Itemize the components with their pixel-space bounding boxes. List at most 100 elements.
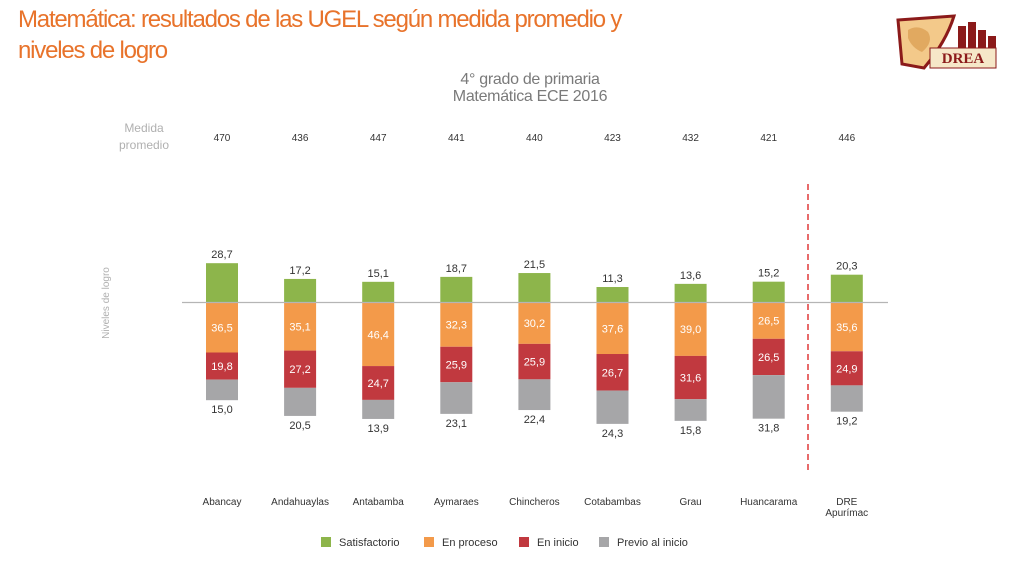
label-en-proceso-cotabambas: 37,6 — [602, 323, 623, 335]
label-en-inicio-chincheros: 25,9 — [524, 357, 545, 369]
category-grau: Grau — [679, 497, 701, 508]
chart-subtitle-exam: Matemática ECE 2016 — [452, 88, 608, 105]
label-satisfactorio-huancarama: 15,2 — [758, 268, 779, 280]
category-aymaraes: Aymaraes — [434, 497, 479, 508]
label-en-inicio-aymaraes: 25,9 — [446, 359, 467, 371]
label-satisfactorio-antabamba: 15,1 — [367, 268, 388, 280]
legend-swatch-en-proceso — [424, 537, 434, 547]
bar-en-inicio-aymaraes — [440, 346, 473, 383]
bar-en-inicio-huancarama — [752, 338, 785, 376]
chart-subtitle-grade: 4° grado de primaria — [460, 71, 600, 88]
bar-en-proceso-antabamba — [362, 302, 395, 367]
category-andahuaylas: Andahuaylas — [271, 497, 329, 508]
bar-satisfactorio-huancarama — [752, 281, 785, 303]
mean-label-line1: Medida — [124, 121, 164, 135]
bar-previo-al-inicio-chincheros — [518, 379, 551, 411]
label-previo-al-inicio-aymaraes: 23,1 — [446, 418, 467, 430]
bar-en-proceso-chincheros — [518, 302, 551, 344]
label-en-inicio-andahuaylas: 27,2 — [289, 364, 310, 376]
bar-previo-al-inicio-antabamba — [362, 399, 395, 419]
category-dre-apurimac: DRE Apurímac — [825, 497, 868, 519]
label-previo-al-inicio-grau: 15,8 — [680, 425, 701, 437]
label-en-inicio-grau: 31,6 — [680, 373, 701, 385]
mean-dre-apurimac: 446 — [838, 133, 855, 144]
bar-satisfactorio-aymaraes — [440, 276, 473, 303]
category-abancay: Abancay — [203, 497, 242, 508]
label-en-inicio-cotabambas: 26,7 — [602, 367, 623, 379]
label-previo-al-inicio-andahuaylas: 20,5 — [289, 420, 310, 432]
legend-label-en-inicio: En inicio — [537, 537, 579, 549]
label-en-proceso-abancay: 36,5 — [211, 323, 232, 335]
bar-satisfactorio-chincheros — [518, 273, 551, 303]
mean-antabamba: 447 — [370, 133, 387, 144]
legend-swatch-satisfactorio — [321, 537, 331, 547]
bar-en-inicio-cotabambas — [596, 354, 629, 391]
bar-en-proceso-aymaraes — [440, 302, 473, 347]
bar-previo-al-inicio-huancarama — [752, 375, 785, 419]
bar-satisfactorio-cotabambas — [596, 287, 629, 303]
bar-en-inicio-abancay — [206, 352, 238, 380]
bar-satisfactorio-grau — [674, 283, 707, 303]
bar-satisfactorio-abancay — [206, 263, 238, 303]
bar-previo-al-inicio-andahuaylas — [284, 387, 317, 416]
label-en-inicio-antabamba: 24,7 — [367, 378, 388, 390]
label-satisfactorio-grau: 13,6 — [680, 270, 701, 282]
label-satisfactorio-chincheros: 21,5 — [524, 259, 545, 271]
label-en-proceso-aymaraes: 32,3 — [446, 320, 467, 332]
bar-satisfactorio-dre-apurimac — [830, 274, 863, 303]
label-en-inicio-dre-apurimac: 24,9 — [836, 363, 857, 375]
bar-en-inicio-grau — [674, 355, 707, 400]
label-en-proceso-dre-apurimac: 35,6 — [836, 322, 857, 334]
mean-abancay: 470 — [214, 133, 231, 144]
mean-aymaraes: 441 — [448, 133, 465, 144]
bar-previo-al-inicio-grau — [674, 399, 707, 421]
label-en-inicio-abancay: 19,8 — [211, 361, 232, 373]
mean-cotabambas: 423 — [604, 133, 621, 144]
bar-en-proceso-grau — [674, 302, 707, 356]
label-en-inicio-huancarama: 26,5 — [758, 352, 779, 364]
label-satisfactorio-dre-apurimac: 20,3 — [836, 261, 857, 273]
label-en-proceso-grau: 39,0 — [680, 324, 701, 336]
drea-logo: DREA — [896, 14, 997, 70]
bar-satisfactorio-antabamba — [362, 281, 395, 303]
bar-en-proceso-huancarama — [752, 302, 785, 339]
label-satisfactorio-cotabambas: 11,3 — [602, 273, 623, 285]
label-en-proceso-antabamba: 46,4 — [367, 329, 388, 341]
bar-en-inicio-andahuaylas — [284, 350, 317, 388]
category-huancarama: Huancarama — [740, 497, 798, 508]
bar-previo-al-inicio-cotabambas — [596, 390, 629, 424]
logo-text: DREA — [942, 51, 985, 67]
legend-swatch-en-inicio — [519, 537, 529, 547]
y-axis-label: Niveles de logro — [101, 267, 112, 339]
bar-en-proceso-dre-apurimac — [830, 302, 863, 352]
category-antabamba: Antabamba — [353, 497, 405, 508]
label-satisfactorio-aymaraes: 18,7 — [446, 263, 467, 275]
label-en-proceso-chincheros: 30,2 — [524, 318, 545, 330]
bar-previo-al-inicio-abancay — [206, 379, 238, 401]
mean-andahuaylas: 436 — [292, 133, 309, 144]
bar-previo-al-inicio-dre-apurimac — [830, 385, 863, 412]
label-satisfactorio-abancay: 28,7 — [211, 249, 232, 261]
bar-en-inicio-dre-apurimac — [830, 351, 863, 386]
bar-en-proceso-andahuaylas — [284, 302, 317, 351]
mean-label-line2: promedio — [119, 138, 169, 152]
mean-grau: 432 — [682, 133, 699, 144]
label-satisfactorio-andahuaylas: 17,2 — [289, 265, 310, 277]
category-cotabambas: Cotabambas — [584, 497, 641, 508]
label-previo-al-inicio-dre-apurimac: 19,2 — [836, 416, 857, 428]
legend-label-satisfactorio: Satisfactorio — [339, 537, 400, 549]
label-previo-al-inicio-huancarama: 31,8 — [758, 423, 779, 435]
bar-satisfactorio-andahuaylas — [284, 278, 317, 303]
bar-en-proceso-abancay — [206, 302, 238, 353]
label-previo-al-inicio-chincheros: 22,4 — [524, 414, 545, 426]
label-previo-al-inicio-abancay: 15,0 — [211, 404, 232, 416]
bar-en-inicio-chincheros — [518, 343, 551, 380]
bar-previo-al-inicio-aymaraes — [440, 382, 473, 414]
label-en-proceso-huancarama: 26,5 — [758, 316, 779, 328]
legend-label-en-proceso: En proceso — [442, 537, 498, 549]
bar-en-proceso-cotabambas — [596, 302, 629, 355]
bar-en-inicio-antabamba — [362, 366, 395, 400]
label-previo-al-inicio-cotabambas: 24,3 — [602, 428, 623, 440]
legend-label-previo-al-inicio: Previo al inicio — [617, 537, 688, 549]
